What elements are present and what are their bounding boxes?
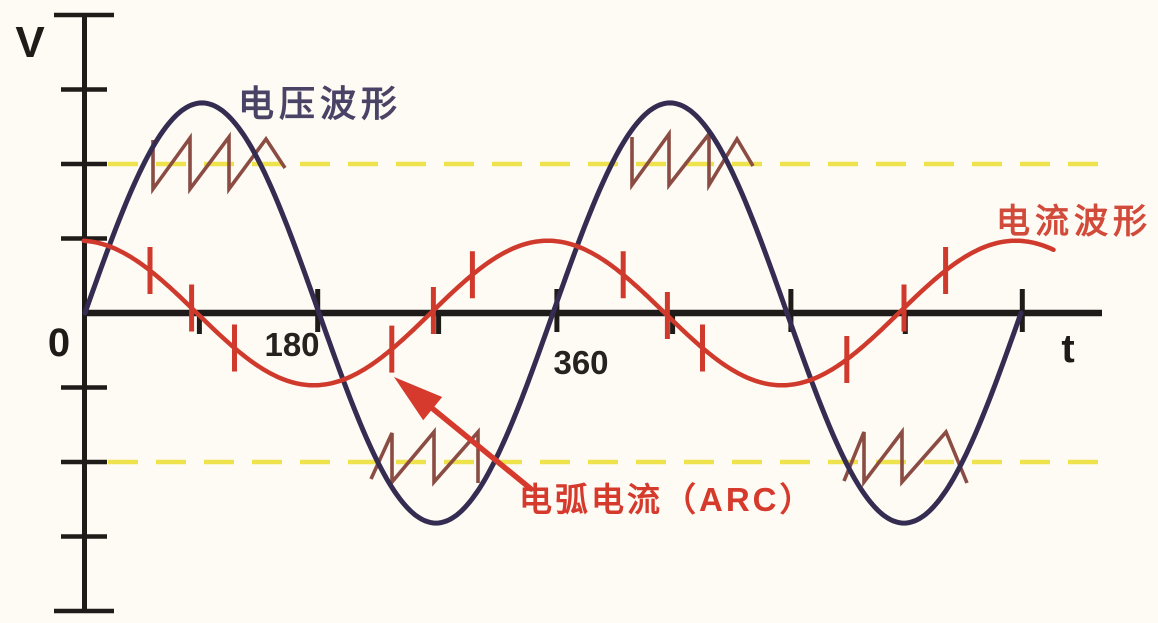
arc-current-label: 电弧电流（ARC） [519, 481, 816, 518]
sawtooth-burst [369, 427, 480, 487]
sawtooth-burst [151, 131, 287, 195]
voltage-curve [82, 100, 1024, 526]
current-curve [81, 238, 1056, 388]
origin-label: 0 [48, 321, 70, 365]
current-wave-label: 电流波形 [996, 203, 1152, 241]
arc-sawtooth-marks [151, 128, 969, 488]
x-tick-label-360: 360 [553, 344, 608, 381]
arrow-shaft [422, 399, 534, 492]
x-tick-label-180: 180 [264, 326, 319, 363]
v-axis-label: V [15, 18, 45, 67]
voltage-wave-label: 电压波形 [238, 83, 402, 124]
t-axis-label: t [1061, 327, 1074, 371]
clip-level-lines [108, 161, 1106, 465]
sawtooth-burst [842, 426, 969, 488]
arc-annotation-arrow [394, 377, 534, 492]
current-phase-ticks [147, 247, 949, 383]
arrow-head [394, 377, 443, 421]
sawtooth-burst [630, 128, 755, 192]
